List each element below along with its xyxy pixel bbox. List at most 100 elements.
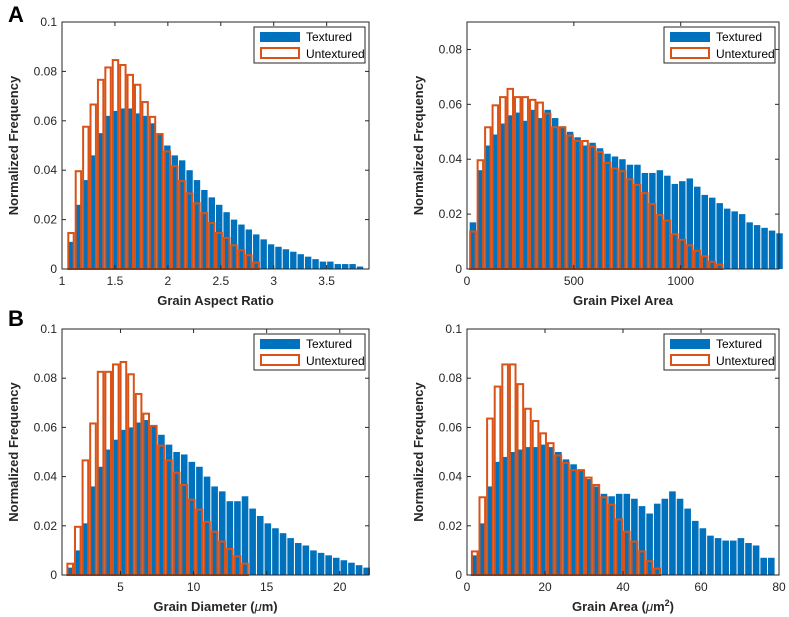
bar-textured bbox=[646, 513, 653, 575]
legend-swatch-textured bbox=[670, 32, 710, 42]
bar-textured bbox=[245, 229, 253, 269]
bar-textured bbox=[104, 449, 112, 575]
bar-textured bbox=[638, 506, 646, 575]
legend: Textured Untextured bbox=[253, 333, 366, 371]
x-axis-label: Grain Diameter (μm) bbox=[153, 599, 277, 614]
bar-textured bbox=[547, 447, 555, 575]
bar-textured bbox=[97, 133, 104, 269]
bar-textured bbox=[679, 181, 686, 269]
bar-textured bbox=[249, 508, 256, 575]
y-tick-label: 0.06 bbox=[34, 114, 58, 128]
y-tick-label: 0.06 bbox=[439, 97, 463, 111]
legend: Textured Untextured bbox=[663, 333, 776, 371]
bar-textured bbox=[471, 555, 479, 575]
bar-textured bbox=[653, 503, 661, 575]
bar-textured bbox=[676, 498, 684, 575]
bar-textured bbox=[355, 565, 363, 575]
bar-textured bbox=[164, 145, 171, 269]
bar-textured bbox=[723, 208, 731, 269]
legend-swatch-untextured bbox=[260, 354, 300, 366]
bar-textured bbox=[514, 112, 521, 269]
y-tick-label: 0.1 bbox=[445, 322, 462, 336]
x-tick-label: 60 bbox=[694, 580, 708, 594]
x-tick-label: 1 bbox=[59, 274, 66, 288]
bar-textured bbox=[536, 118, 544, 269]
bar-textured bbox=[562, 459, 570, 575]
bar-textured bbox=[524, 447, 532, 575]
x-axis-label-unit: m) bbox=[262, 599, 278, 614]
bar-textured bbox=[714, 538, 722, 575]
y-tick-label: 0.08 bbox=[34, 371, 58, 385]
bar-textured bbox=[310, 550, 317, 575]
chart-4: 0 0.02 0.04 0.06 0.08 0.1 0 20 40 60 80 Grain Area … bbox=[411, 322, 786, 614]
bar-textured bbox=[294, 543, 302, 575]
bar-textured bbox=[669, 491, 676, 575]
bar-textured bbox=[694, 186, 701, 269]
x-tick-label: 500 bbox=[564, 274, 584, 288]
y-tick-label: 0 bbox=[50, 568, 57, 582]
x-tick-label: 5 bbox=[117, 580, 124, 594]
y-tick-label: 0.08 bbox=[439, 371, 463, 385]
bar-textured bbox=[173, 452, 180, 575]
y-tick-label: 0.02 bbox=[439, 519, 463, 533]
bar-textured bbox=[738, 214, 746, 269]
bar-textured bbox=[341, 264, 349, 269]
bar-textured bbox=[604, 153, 611, 269]
x-axis-label: Grain Area (μm2) bbox=[572, 598, 674, 614]
bar-textured bbox=[186, 170, 193, 269]
y-axis-label: Normalized Frequency bbox=[6, 382, 21, 522]
y-tick-label: 0.06 bbox=[439, 420, 463, 434]
bar-textured bbox=[585, 479, 593, 575]
y-axis-label: Normalized Frequency bbox=[411, 382, 426, 522]
bar-textured bbox=[332, 557, 340, 575]
bar-textured bbox=[492, 134, 499, 269]
legend-label-textured: Textured bbox=[306, 337, 352, 351]
bar-textured bbox=[486, 486, 494, 575]
bar-textured bbox=[272, 528, 279, 575]
bar-textured bbox=[559, 126, 566, 270]
bar-textured bbox=[319, 261, 327, 269]
x-tick-label: 10 bbox=[187, 580, 201, 594]
legend-label-textured: Textured bbox=[716, 30, 762, 44]
bars-group bbox=[67, 59, 364, 271]
bar-textured bbox=[297, 254, 304, 269]
y-tick-label: 0.06 bbox=[34, 420, 58, 434]
x-tick-label: 2.5 bbox=[212, 274, 229, 288]
x-axis-label-greek: μ bbox=[645, 599, 653, 614]
bar-textured bbox=[649, 172, 656, 269]
panel-label-a: A bbox=[8, 2, 24, 27]
bar-textured bbox=[691, 520, 699, 575]
y-tick-label: 0.1 bbox=[40, 15, 57, 29]
x-tick-label: 2 bbox=[165, 274, 172, 288]
bar-textured bbox=[641, 172, 649, 269]
y-tick-label: 0.02 bbox=[34, 213, 58, 227]
bar-textured bbox=[517, 449, 524, 575]
legend-swatch-untextured bbox=[260, 47, 300, 59]
bar-textured bbox=[180, 454, 188, 575]
bar-textured bbox=[521, 120, 529, 269]
bar-textured bbox=[279, 533, 287, 575]
y-tick-label: 0 bbox=[50, 262, 57, 276]
x-axis-label-text: Grain Pixel Area bbox=[573, 293, 674, 308]
bar-textured bbox=[589, 142, 596, 269]
bar-textured bbox=[150, 424, 158, 575]
axes-box bbox=[466, 21, 780, 270]
bar-textured bbox=[260, 239, 267, 269]
x-tick-label: 3.5 bbox=[318, 274, 335, 288]
bar-textured bbox=[356, 266, 364, 269]
bar-textured bbox=[97, 466, 104, 575]
bar-textured bbox=[348, 562, 355, 575]
x-axis-label-text: Grain Aspect Ratio bbox=[157, 293, 274, 308]
legend-swatch-textured bbox=[260, 32, 300, 42]
bar-textured bbox=[178, 160, 186, 269]
bar-textured bbox=[566, 131, 574, 269]
bar-textured bbox=[729, 540, 737, 575]
bar-textured bbox=[349, 264, 356, 269]
bar-textured bbox=[509, 452, 517, 575]
bar-textured bbox=[760, 557, 767, 575]
legend: Textured Untextured bbox=[663, 26, 776, 64]
bar-textured bbox=[234, 501, 241, 575]
bar-textured bbox=[75, 204, 82, 269]
bar-textured bbox=[767, 557, 775, 575]
x-axis-label-text: Grain Area ( bbox=[572, 599, 647, 614]
